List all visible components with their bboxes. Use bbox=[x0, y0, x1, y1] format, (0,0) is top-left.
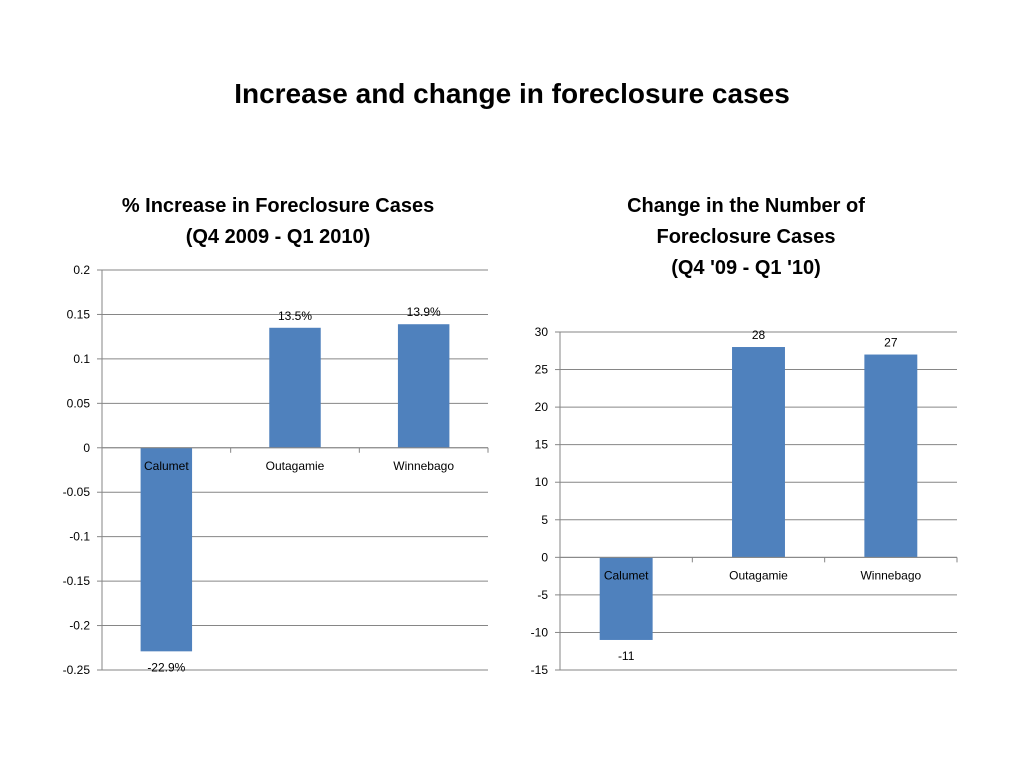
left-chart-category-label: Outagamie bbox=[266, 459, 325, 473]
left-chart-y-tick-label: -0.1 bbox=[69, 530, 90, 544]
left-chart-y-tick-label: 0.15 bbox=[67, 307, 91, 321]
right-chart-y-tick-label: 10 bbox=[535, 475, 549, 489]
left-chart-y-tick-label: -0.25 bbox=[63, 663, 91, 677]
left-chart-title-line-1: % Increase in Foreclosure Cases bbox=[121, 195, 435, 217]
left-chart-category-label: Winnebago bbox=[393, 459, 454, 473]
left-chart-y-tick-label: -0.2 bbox=[69, 619, 90, 633]
right-chart-y-tick-label: -15 bbox=[531, 663, 549, 677]
right-chart-title: Change in the Number of Foreclosure Case… bbox=[546, 191, 946, 284]
right-chart-y-tick-label: 5 bbox=[541, 513, 548, 527]
right-chart-data-label: 28 bbox=[752, 328, 766, 342]
right-chart-data-label: -11 bbox=[618, 649, 635, 663]
right-chart-category-label: Outagamie bbox=[729, 568, 788, 582]
left-chart-y-tick-label: -0.15 bbox=[63, 574, 91, 588]
left-chart-title-line-2: (Q4 2009 - Q1 2010) bbox=[185, 226, 371, 248]
right-chart-data-label: 27 bbox=[884, 336, 898, 350]
right-chart-y-tick-label: -5 bbox=[537, 588, 548, 602]
right-chart-title-line-3: (Q4 '09 - Q1 '10) bbox=[671, 257, 821, 279]
left-chart-category-label: Calumet bbox=[144, 459, 189, 473]
right-chart-y-tick-label: 15 bbox=[535, 438, 549, 452]
right-chart-bar-outagamie bbox=[732, 347, 785, 558]
right-chart-y-tick-label: 30 bbox=[535, 325, 549, 339]
left-chart-bar-calumet bbox=[140, 447, 193, 652]
left-chart-y-tick-label: 0.1 bbox=[73, 352, 90, 366]
left-chart-y-tick-label: -0.05 bbox=[63, 485, 91, 499]
left-chart-data-label: -22.9% bbox=[147, 660, 185, 674]
slide-title: Increase and change in foreclosure cases bbox=[234, 78, 790, 109]
right-chart-title-line-2: Foreclosure Cases bbox=[656, 226, 836, 248]
right-chart-category-label: Calumet bbox=[604, 568, 649, 582]
right-chart-y-tick-label: 25 bbox=[535, 363, 549, 377]
right-chart-bar-calumet bbox=[599, 557, 653, 640]
right-chart-y-tick-label: 20 bbox=[535, 400, 549, 414]
right-chart-category-label: Winnebago bbox=[860, 568, 921, 582]
left-chart-y-tick-label: 0.05 bbox=[67, 396, 91, 410]
right-chart-title-line-1: Change in the Number of bbox=[627, 195, 865, 217]
left-chart-title: % Increase in Foreclosure Cases (Q4 2009… bbox=[78, 191, 478, 253]
right-chart-y-tick-label: 0 bbox=[541, 550, 548, 564]
left-chart-y-tick-label: 0 bbox=[83, 441, 90, 455]
left-chart-data-label: 13.5% bbox=[278, 309, 312, 323]
right-chart-y-tick-label: -10 bbox=[531, 625, 549, 639]
left-chart-bar-winnebago bbox=[397, 324, 450, 448]
left-chart-bar-outagamie bbox=[269, 327, 321, 448]
left-chart-data-label: 13.9% bbox=[407, 305, 441, 319]
left-chart-y-tick-label: 0.2 bbox=[73, 263, 90, 277]
right-chart-bar-winnebago bbox=[864, 354, 918, 558]
